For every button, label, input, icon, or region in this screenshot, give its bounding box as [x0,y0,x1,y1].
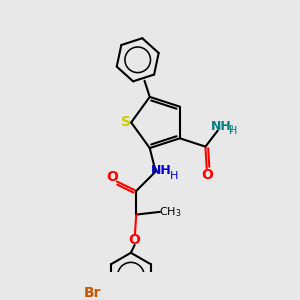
Text: S: S [121,116,131,130]
Text: Br: Br [83,286,101,300]
Text: $_2$: $_2$ [228,124,234,136]
Text: NH: NH [211,120,232,133]
Text: O: O [201,168,213,182]
Text: O: O [106,170,118,184]
Text: CH$_3$: CH$_3$ [159,205,182,219]
Text: O: O [129,233,141,247]
Text: NH: NH [151,164,172,177]
Text: H: H [169,171,178,181]
Text: H: H [229,126,238,136]
